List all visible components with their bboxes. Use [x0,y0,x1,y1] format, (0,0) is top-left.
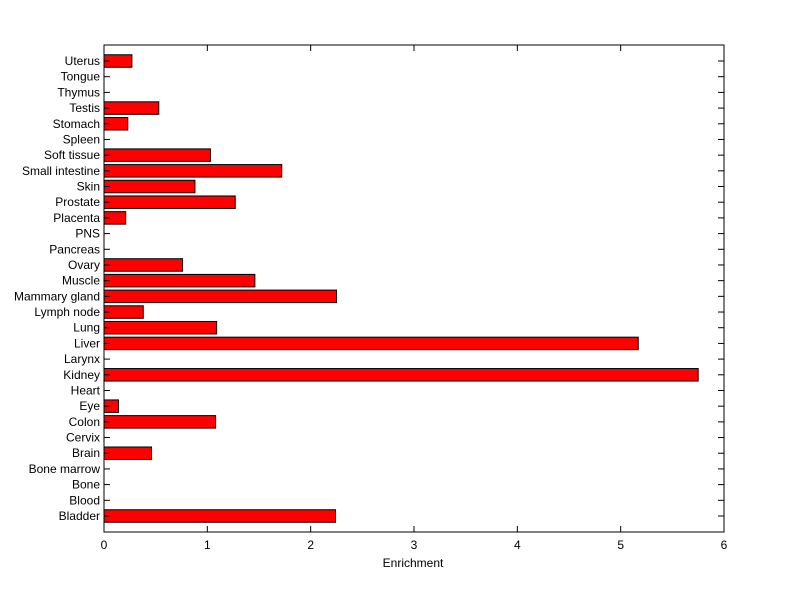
y-tick-label: Uterus [65,54,100,68]
y-tick-label: Soft tissue [44,148,100,162]
bar-prostate [103,195,236,209]
bar-testis [103,101,160,115]
y-tick-label: Stomach [53,117,100,131]
x-axis-ticks: 0 1 2 3 4 5 6 [101,45,728,552]
y-tick-label: Skin [77,180,100,194]
x-tick-label: 5 [617,538,624,552]
x-tick-label: 3 [411,538,418,552]
y-tick-label: Muscle [62,274,100,288]
x-tick-label: 4 [514,538,521,552]
bar-kidney [103,368,699,382]
x-axis-label: Enrichment [383,556,444,570]
y-tick-label: Ovary [68,258,100,272]
y-tick-label: Liver [74,336,100,350]
y-tick-label: Small intestine [22,164,100,178]
y-tick-label: Eye [79,399,100,413]
y-tick-label: Blood [69,493,100,507]
y-tick-label: Testis [69,101,100,115]
y-tick-label: Larynx [64,352,100,366]
bar-small-intestine [103,164,283,178]
bar-bladder [103,509,336,523]
y-tick-label: Cervix [66,431,100,445]
y-tick-label: PNS [75,227,100,241]
y-tick-label: Lung [73,321,100,335]
y-tick-label: Heart [71,383,101,397]
bar-lung [103,320,218,335]
y-tick-label: Spleen [63,132,100,146]
y-tick-label: Prostate [55,195,100,209]
bar-ovary [103,258,184,272]
y-tick-label: Kidney [63,368,100,382]
y-tick-label: Pancreas [49,242,100,256]
y-tick-label: Placenta [53,211,100,225]
x-tick-label: 2 [307,538,314,552]
y-tick-label: Brain [72,446,100,460]
y-tick-label: Lymph node [34,305,100,319]
plot-frame [103,44,725,533]
bar-skin [103,179,196,194]
y-tick-label: Bone marrow [29,462,101,476]
bar-colon [103,415,217,429]
bar-brain [103,446,153,460]
x-tick-label: 6 [721,538,728,552]
x-tick-label: 0 [101,538,108,552]
x-tick-label: 1 [204,538,211,552]
y-tick-label: Bladder [59,509,100,523]
y-tick-label: Colon [69,415,100,429]
y-tick-label: Bone [72,478,100,492]
y-tick-label: Tongue [61,70,101,84]
bar-soft-tissue [103,148,211,162]
bar-liver [103,336,639,351]
y-tick-label: Thymus [57,85,100,99]
bar-muscle [103,273,256,288]
bar-mammary-gland [103,289,337,304]
plot-background [104,45,724,532]
y-tick-label: Mammary gland [14,289,100,303]
